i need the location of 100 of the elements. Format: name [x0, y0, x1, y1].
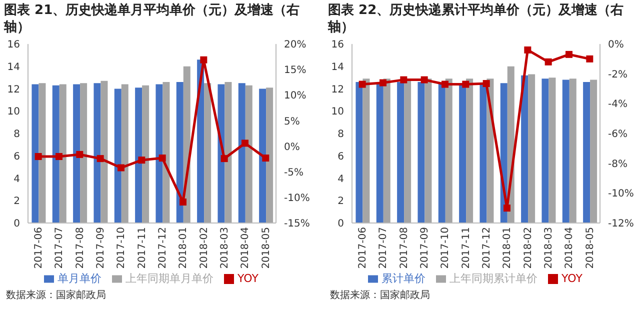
x-tick-label: 2018-04 [564, 227, 576, 269]
point [118, 164, 124, 172]
source-note: 数据来源：国家邮政局 [329, 288, 431, 303]
point [34, 153, 42, 160]
x-tick-label: 2017-07 [378, 227, 390, 269]
y2-tick-label: -10% [284, 192, 310, 204]
x-tick-label: 2017-09 [419, 227, 430, 269]
legend-label: YOY [562, 272, 582, 285]
bar [142, 85, 150, 223]
point [544, 58, 552, 66]
x-tick-label: 2017-07 [54, 227, 66, 269]
y-tick-label: 6 [14, 151, 20, 162]
x-tick-label: 2017-06 [33, 227, 44, 269]
y2-tick-label: 15% [284, 65, 306, 76]
point [158, 154, 166, 162]
legend-label: 单月单价 [58, 272, 102, 285]
x-tick-label: 2018-03 [543, 227, 554, 269]
chart-title: 图表 22、历史快递累计平均单价（元）及增速（右轴） [326, 2, 625, 37]
point [586, 55, 594, 62]
y-tick-label: 14 [7, 62, 20, 73]
chart-title: 图表 21、历史快递单月平均单价（元）及增速（右轴） [2, 2, 301, 37]
bar [238, 83, 246, 223]
point [504, 204, 510, 212]
y2-tick-label: -6% [608, 129, 628, 140]
y-tick-label: 4 [338, 174, 344, 185]
y-tick-label: 6 [338, 151, 344, 162]
y-tick-label: 0 [14, 218, 20, 230]
point [76, 150, 84, 158]
point [442, 80, 448, 88]
x-tick-label: 2018-04 [240, 227, 252, 269]
point [242, 140, 248, 147]
y-tick-label: 2 [14, 196, 20, 208]
bar [94, 83, 101, 223]
x-tick-label: 2018-02 [198, 227, 210, 269]
point [524, 46, 532, 54]
bar [73, 84, 80, 223]
bar [32, 84, 39, 223]
y2-tick-label: -10% [608, 188, 634, 200]
legend-label: 上年同期累计单价 [450, 272, 538, 285]
point [380, 79, 386, 86]
bar [135, 88, 142, 223]
x-tick-label: 2018-03 [219, 227, 230, 269]
y2-tick-label: -5% [284, 167, 304, 178]
x-tick-label: 2018-02 [522, 227, 534, 269]
y2-tick-label: 5% [284, 116, 300, 128]
x-tick-label: 2017-11 [136, 227, 148, 269]
y2-tick-label: 10% [284, 90, 306, 102]
point [96, 155, 104, 162]
bar [162, 82, 170, 223]
bar [114, 88, 122, 223]
point [400, 76, 408, 84]
point [482, 80, 490, 88]
y2-tick-label: 0% [608, 40, 624, 51]
legend-label: 上年同期单月单价 [126, 272, 214, 285]
point [420, 76, 428, 84]
bar [38, 83, 46, 223]
x-tick-label: 2018-05 [584, 227, 596, 269]
x-tick-label: 2017-10 [440, 227, 452, 269]
x-tick-label: 2017-06 [357, 227, 368, 269]
x-tick-label: 2017-09 [95, 227, 106, 269]
y2-tick-label: 20% [284, 40, 306, 51]
y-tick-label: 8 [338, 129, 344, 140]
x-tick-label: 2017-12 [481, 227, 492, 269]
y-tick-label: 2 [338, 196, 344, 208]
source-note: 数据来源：国家邮政局 [5, 288, 107, 303]
point [180, 198, 186, 206]
point [56, 153, 62, 160]
bar [266, 88, 274, 223]
y2-tick-label: 0% [284, 142, 300, 153]
y-tick-label: 10 [331, 106, 344, 118]
legend-label: YOY [238, 272, 258, 285]
x-tick-label: 2017-08 [74, 227, 86, 269]
y-tick-label: 0 [338, 218, 344, 230]
point [262, 154, 270, 162]
y2-tick-label: -15% [284, 218, 310, 230]
y2-tick-label: -2% [608, 69, 628, 80]
point [566, 50, 572, 58]
bar [100, 80, 108, 223]
y2-tick-label: -4% [608, 99, 628, 110]
y2-tick-label: -8% [608, 158, 628, 170]
bar [259, 88, 266, 223]
x-tick-label: 2017-08 [398, 227, 410, 269]
bar [52, 85, 60, 223]
point [220, 155, 228, 162]
y2-tick-label: -12% [608, 218, 634, 230]
y-tick-label: 12 [331, 84, 344, 96]
x-tick-label: 2017-11 [460, 227, 472, 269]
y-tick-label: 8 [14, 129, 20, 140]
bar [245, 85, 252, 223]
x-tick-label: 2018-01 [502, 227, 514, 269]
x-tick-label: 2018-05 [260, 227, 272, 269]
bar [176, 82, 184, 223]
y-tick-label: 10 [7, 106, 20, 118]
point [462, 80, 470, 88]
bar [204, 83, 212, 223]
point [200, 56, 208, 64]
x-tick-label: 2017-10 [116, 227, 128, 269]
bar [121, 84, 128, 223]
bar [80, 83, 88, 223]
y-tick-label: 4 [14, 174, 20, 185]
